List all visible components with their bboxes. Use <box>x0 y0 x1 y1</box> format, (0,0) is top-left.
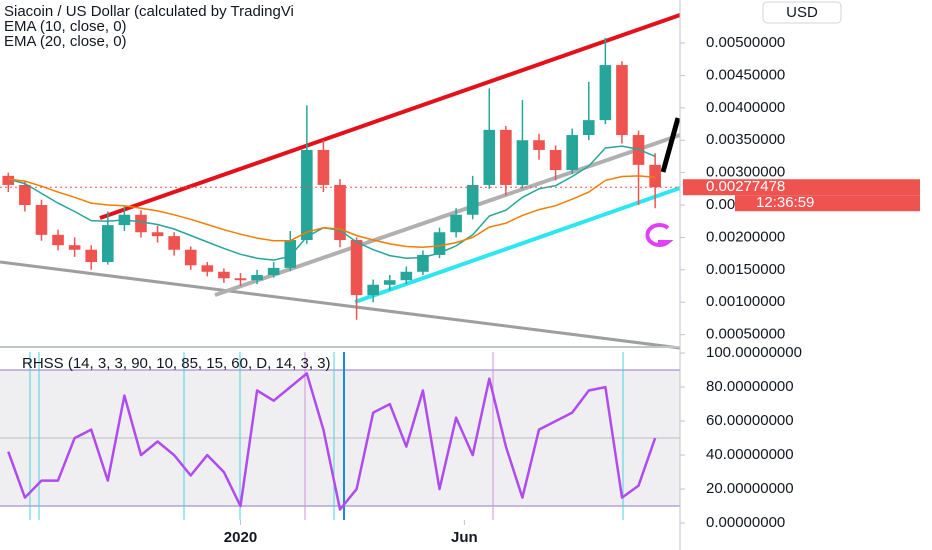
y-tick-label: 0.00000000 <box>706 514 785 531</box>
candle-body <box>334 184 346 241</box>
y-tick-label: 0.00300000 <box>706 164 785 181</box>
last-price-box <box>683 179 920 196</box>
trend-line <box>0 260 680 350</box>
ema-line <box>8 175 656 248</box>
candle-body <box>251 275 263 281</box>
candle-body <box>466 184 479 215</box>
candle-body <box>201 265 214 272</box>
candle-body <box>52 234 64 246</box>
candle-body <box>483 129 496 185</box>
y-tick-label: 0.00350000 <box>706 131 785 148</box>
candle-body <box>85 249 98 263</box>
candle-body <box>218 271 230 279</box>
candle-body <box>417 254 429 272</box>
candle-body <box>151 232 164 237</box>
price-axis <box>680 0 932 550</box>
candle-body <box>367 284 379 296</box>
y-tick-label: 40.00000000 <box>706 446 794 463</box>
drawing <box>645 223 674 247</box>
candle-body <box>533 140 545 150</box>
x-tick-label: Jun <box>451 529 478 546</box>
candle-body <box>350 240 363 296</box>
trend-line <box>99 13 680 220</box>
y-tick-label: 0.00500000 <box>706 34 785 51</box>
drawing <box>660 117 680 173</box>
y-tick-label: 60.00000000 <box>706 412 794 429</box>
rsi-pane <box>0 369 680 507</box>
candle-body <box>234 278 247 281</box>
last-price-label: 0.00277478 <box>706 178 785 195</box>
candle-body <box>516 140 529 185</box>
y-tick-label: 100.00000000 <box>706 344 802 361</box>
candle-body <box>566 135 578 171</box>
currency-label[interactable]: USD <box>786 4 818 21</box>
candle-body <box>168 236 180 250</box>
y-tick-label: 0.00400000 <box>706 99 785 116</box>
chart-title: Siacoin / US Dollar (calculated by Tradi… <box>4 3 294 20</box>
candle-body <box>102 225 114 263</box>
candle-body <box>267 267 280 276</box>
candle-body <box>400 271 413 281</box>
candle-body <box>599 65 612 121</box>
candle-body <box>301 149 313 241</box>
currency-button[interactable] <box>762 1 842 24</box>
candle-body <box>383 280 396 285</box>
y-tick-label: 0.00150000 <box>706 261 785 278</box>
candle-body <box>68 245 81 250</box>
candle-body <box>649 164 661 188</box>
axes: 0.00050000 0.00100000 0.00150000 0.00200000… <box>224 34 920 546</box>
candle-body <box>2 175 15 185</box>
indicator-line <box>7 372 657 511</box>
candle-body <box>450 214 462 233</box>
candle-body <box>184 249 197 266</box>
countdown-box <box>735 195 920 212</box>
plot-area <box>0 13 680 520</box>
y-tick-label: 0.00100000 <box>706 293 785 310</box>
indicator-title: RHSS (14, 3, 3, 90, 10, 85, 15, 60, D, 1… <box>22 355 331 372</box>
candle-body <box>35 205 48 235</box>
candle-body <box>284 240 297 268</box>
y-tick-label: 20.00000000 <box>706 480 794 497</box>
candle-body <box>135 214 147 233</box>
candle-body <box>317 149 330 185</box>
trend-line <box>214 133 680 297</box>
y-tick-label: 0.00050000 <box>706 326 785 343</box>
trend-line <box>354 186 680 304</box>
candle-body <box>500 129 512 185</box>
y-tick-label: 80.00000000 <box>706 378 794 395</box>
y-tick-label: 0.00450000 <box>706 66 785 83</box>
legend-entry: EMA (20, close, 0) <box>4 33 127 50</box>
candle-body <box>549 149 562 171</box>
x-tick-label: 2020 <box>224 529 257 546</box>
legend-entry: EMA (10, close, 0) <box>4 18 127 35</box>
candle-body <box>433 232 446 255</box>
y-tick-label: 0.00200000 <box>706 228 785 245</box>
candle-body <box>616 65 628 136</box>
candle-body <box>582 120 595 136</box>
candle-body <box>19 184 31 206</box>
countdown-label: 12:36:59 <box>756 194 814 211</box>
